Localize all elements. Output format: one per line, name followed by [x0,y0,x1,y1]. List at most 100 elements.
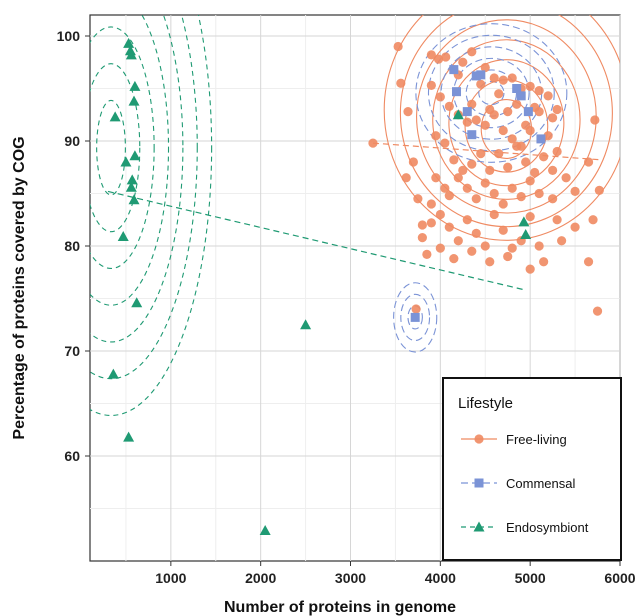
x-tick-label: 3000 [335,570,366,586]
free-living-point [467,47,477,57]
commensal-point [476,70,486,80]
free-living-point [534,188,544,199]
commensal-point [410,312,420,322]
free-living-point [480,241,490,251]
free-living-point [548,194,558,204]
free-living-point [417,220,427,230]
free-living-point [426,218,436,228]
free-living-point [543,91,553,101]
free-living-point [480,62,490,73]
free-living-point [552,146,562,157]
y-axis-ticks: 60 70 80 90 100 [57,28,90,464]
endosymbiont-point [300,319,312,330]
endosymbiont-point [128,95,140,106]
free-living-point [467,159,477,169]
commensal-point [467,130,477,140]
free-living-point [431,131,441,141]
endosymbiont-point [123,431,135,442]
commensal-point [449,65,459,75]
commensal-point [452,87,462,97]
free-living-point [561,173,571,183]
legend-key-marker-endosymbiont [473,521,485,532]
free-living-point [485,257,495,267]
x-tick-label: 1000 [155,570,186,586]
legend-box [442,377,622,561]
free-living-point [543,131,553,141]
free-living-point [525,81,535,91]
free-living-point [485,165,495,175]
free-living-point [444,222,454,232]
free-living-point [467,99,477,109]
free-living-point [570,186,580,196]
commensal-point [462,107,472,117]
free-living-point [413,194,423,204]
free-living-point [435,209,445,220]
x-axis-ticks: 1000 2000 3000 4000 5000 6000 [155,561,636,586]
free-living-point [444,191,454,201]
free-living-point [552,104,562,115]
free-living-point [592,306,603,316]
endosymbiont-contour [90,15,213,416]
free-living-point [408,157,418,167]
free-living-point [453,173,463,183]
free-living-point [471,228,481,238]
free-living-point [426,199,436,209]
free-living-point [476,79,486,89]
free-living-point [449,254,459,264]
endosymbiont-point [117,231,129,242]
free-living-point [458,57,468,67]
y-tick-label: 70 [64,343,80,359]
y-tick-label: 80 [64,238,80,254]
free-living-point [449,155,459,165]
free-living-point [530,167,540,178]
free-living-point [494,149,504,159]
free-living-point [539,152,549,162]
free-living-point [583,257,594,267]
x-tick-label: 2000 [245,570,276,586]
endosymbiont-point [126,174,138,185]
legend-label-endosymbiont: Endosymbiont [506,520,589,535]
free-living-point [485,104,495,115]
free-living-point [583,157,594,167]
free-living-point [534,241,544,251]
trend-line [107,190,526,291]
free-living-point [462,117,472,127]
free-living-contour [383,15,620,241]
free-living-point [471,115,481,125]
free-living-point [489,73,499,83]
free-living-contour [448,59,565,187]
free-living-point [368,138,378,148]
endosymbiont-point [123,37,135,48]
free-living-point [521,157,531,167]
endosymbiont-point [128,194,140,205]
free-living-point [594,185,604,195]
free-living-point [480,178,490,188]
free-living-point [552,215,562,225]
free-living-point [588,215,598,225]
free-living-point [396,78,406,88]
free-living-point [494,89,504,99]
free-living-point [476,149,486,159]
free-living-point [422,249,432,259]
x-axis-title: Number of proteins in genome [224,599,456,616]
free-living-point [507,243,517,253]
endosymbiont-point [124,45,136,56]
y-axis-title: Percentage of proteins covered by COG [11,136,28,439]
free-living-point [507,134,517,144]
commensal-point [523,107,533,117]
endosymbiont-point [109,111,121,122]
free-living-point [521,120,531,130]
free-living-point [507,183,517,193]
free-living-point [435,243,445,253]
free-living-point [440,138,450,148]
endosymbiont-contour [90,26,155,269]
endosymbiont-point [520,228,532,239]
free-living-point [489,209,499,220]
free-living-contour [399,15,613,228]
endosymbiont-contour [90,15,170,306]
free-living-point [480,120,490,130]
free-living-point [426,50,436,60]
endosymbiont-point [125,49,137,60]
endosymbiont-point [120,156,132,167]
